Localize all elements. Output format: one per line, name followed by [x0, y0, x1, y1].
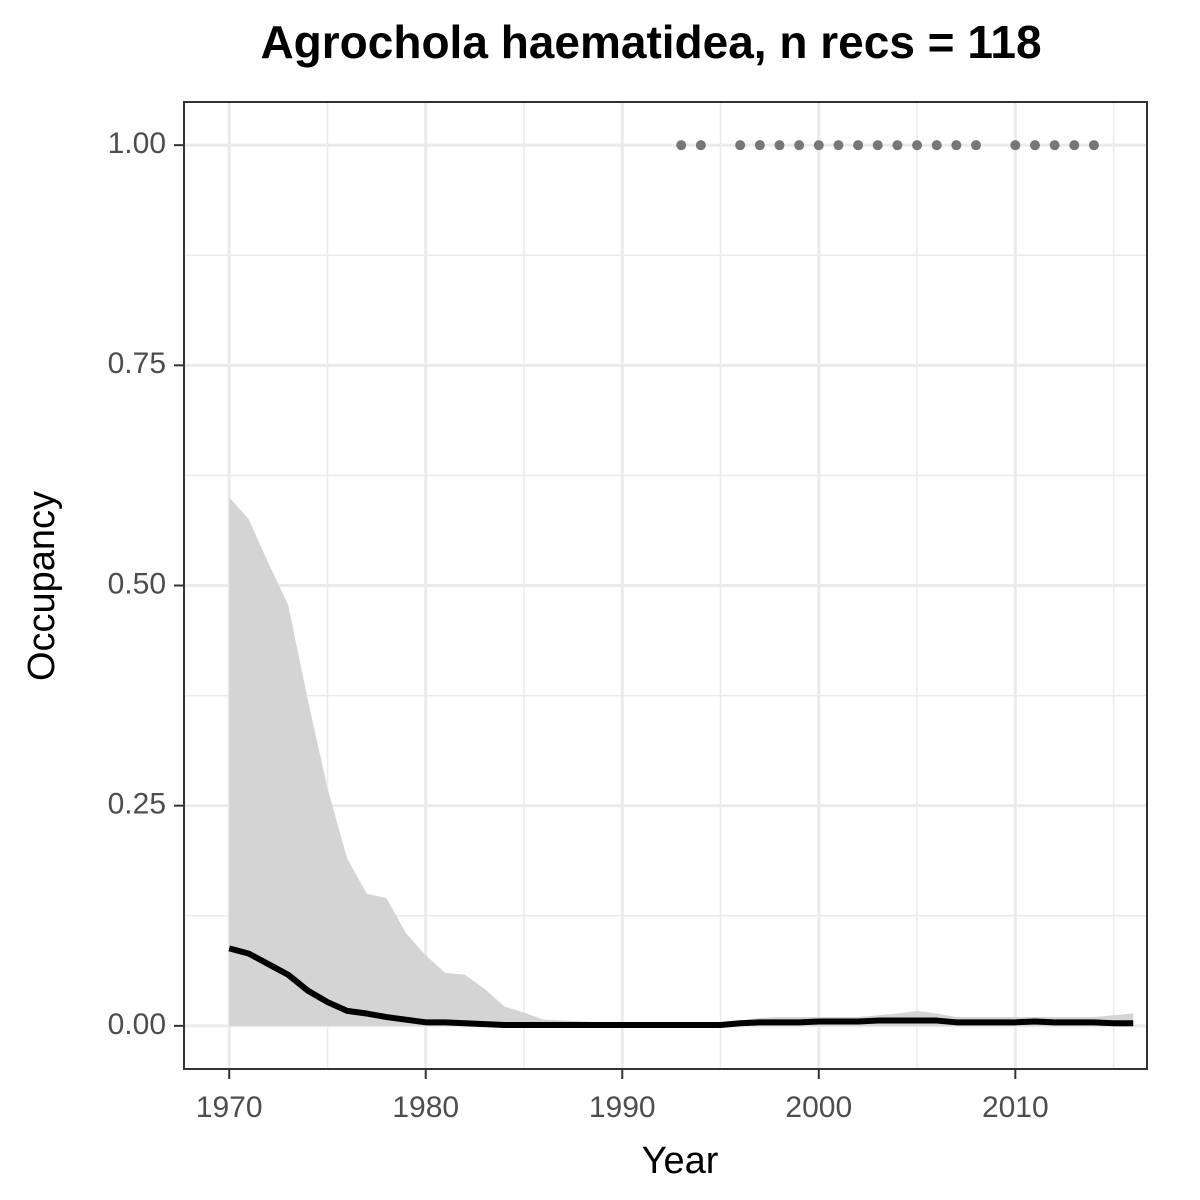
record-point	[1049, 140, 1060, 151]
record-point	[1069, 140, 1080, 151]
record-point	[774, 140, 785, 151]
y-tick-label: 0.25	[108, 788, 166, 821]
record-point	[1010, 140, 1021, 151]
x-tick-label: 1970	[196, 1091, 263, 1124]
y-tick-label: 0.75	[108, 347, 166, 380]
record-point	[695, 140, 706, 151]
record-point	[676, 140, 687, 151]
record-point	[931, 140, 942, 151]
chart-title: Agrochola haematidea, n recs = 118	[260, 16, 1041, 68]
record-point	[813, 140, 824, 151]
record-point	[754, 140, 765, 151]
record-point	[971, 140, 982, 151]
x-tick-label: 1980	[392, 1091, 459, 1124]
record-point	[1029, 140, 1040, 151]
record-point	[892, 140, 903, 151]
y-axis-title: Occupancy	[21, 491, 63, 681]
record-point	[735, 140, 746, 151]
record-point	[794, 140, 805, 151]
y-tick-label: 1.00	[108, 127, 166, 160]
y-tick-label: 0.00	[108, 1008, 166, 1041]
x-tick-label: 2000	[785, 1091, 852, 1124]
confidence-ribbon	[229, 497, 1134, 1026]
x-tick-label: 1990	[589, 1091, 656, 1124]
record-point	[912, 140, 923, 151]
record-point	[853, 140, 864, 151]
record-point	[1088, 140, 1099, 151]
record-point	[833, 140, 844, 151]
record-point	[951, 140, 962, 151]
occupancy-line	[228, 945, 1134, 1028]
x-tick-label: 2010	[982, 1091, 1049, 1124]
y-tick-label: 0.50	[108, 567, 166, 600]
record-point	[872, 140, 883, 151]
x-axis-title: Year	[642, 1140, 719, 1182]
